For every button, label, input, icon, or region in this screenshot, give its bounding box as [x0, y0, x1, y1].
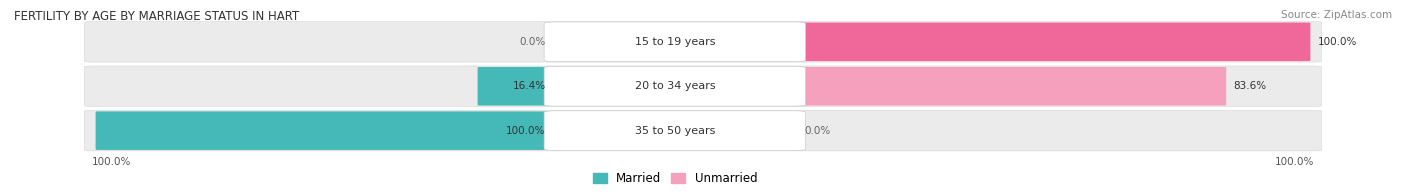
Text: 16.4%: 16.4% [512, 81, 546, 91]
Text: 20 to 34 years: 20 to 34 years [634, 81, 716, 91]
Text: 100.0%: 100.0% [91, 157, 131, 167]
Text: 100.0%: 100.0% [1317, 37, 1357, 47]
Text: 15 to 19 years: 15 to 19 years [634, 37, 716, 47]
Text: 100.0%: 100.0% [506, 126, 546, 136]
Text: 35 to 50 years: 35 to 50 years [634, 126, 716, 136]
Text: 0.0%: 0.0% [519, 37, 546, 47]
Legend: Married, Unmarried: Married, Unmarried [588, 168, 762, 190]
Text: 83.6%: 83.6% [1233, 81, 1267, 91]
Text: Source: ZipAtlas.com: Source: ZipAtlas.com [1281, 10, 1392, 20]
Text: 0.0%: 0.0% [804, 126, 831, 136]
Text: 100.0%: 100.0% [1275, 157, 1315, 167]
Text: FERTILITY BY AGE BY MARRIAGE STATUS IN HART: FERTILITY BY AGE BY MARRIAGE STATUS IN H… [14, 10, 299, 23]
